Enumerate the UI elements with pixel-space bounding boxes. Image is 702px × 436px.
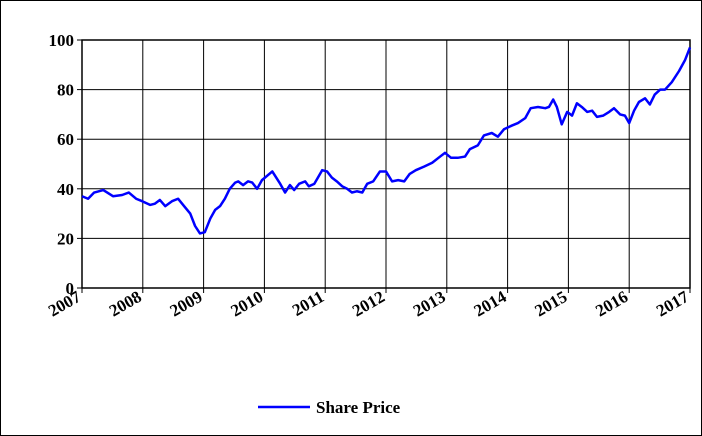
y-tick-label: 60: [57, 130, 74, 149]
y-tick-label: 0: [66, 279, 75, 298]
y-tick-label: 100: [49, 31, 75, 50]
line-series: [81, 46, 692, 235]
plot-frame: [81, 39, 691, 289]
y-tick-label: 80: [57, 81, 74, 100]
y-tick-label: 40: [57, 180, 74, 199]
y-tick-label: 20: [57, 229, 74, 248]
legend-label: Share Price: [316, 398, 401, 417]
